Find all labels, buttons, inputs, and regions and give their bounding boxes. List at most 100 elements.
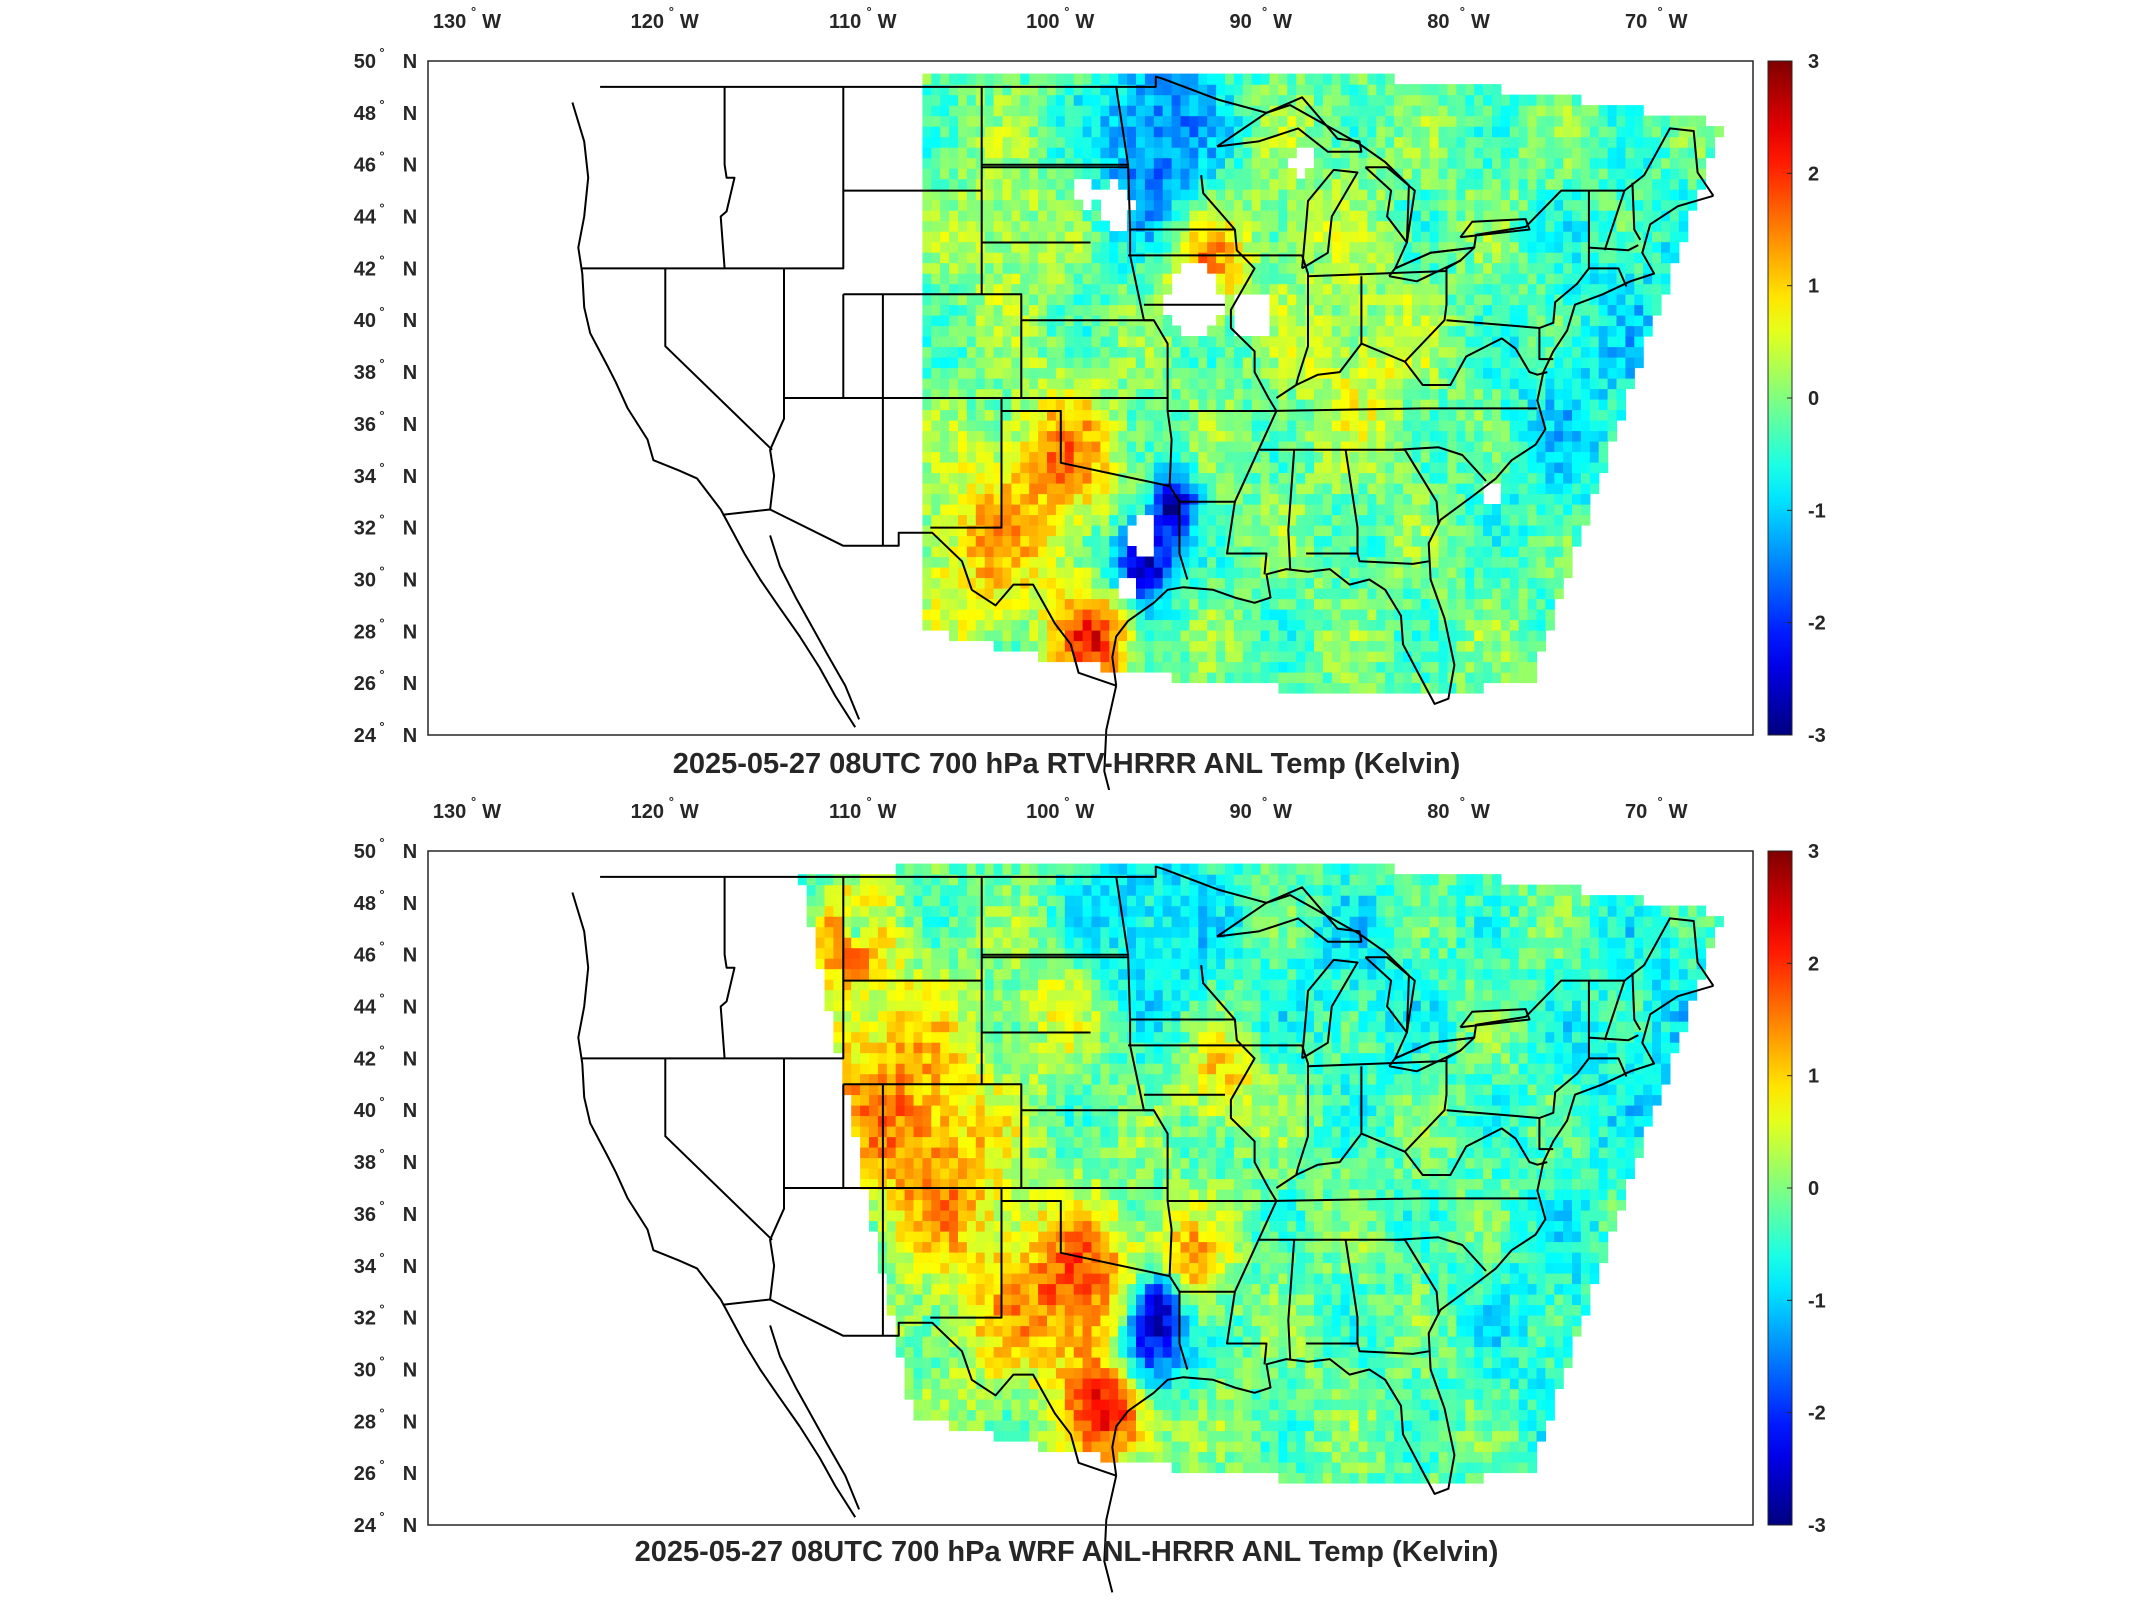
lat-tick-suffix: N	[403, 466, 417, 488]
lat-tick-suffix: N	[403, 893, 417, 915]
lat-tick-degree: °	[379, 460, 384, 475]
lon-tick-label: 80	[1427, 801, 1449, 823]
lon-tick-degree: °	[1460, 4, 1465, 19]
lat-tick-suffix: N	[403, 207, 417, 229]
colorbar-tick-label: -3	[1808, 1515, 1826, 1537]
lat-tick-label: 32	[354, 518, 376, 540]
lat-tick-suffix: N	[403, 1360, 417, 1382]
lat-tick-degree: °	[379, 408, 384, 423]
lon-tick-label: 130	[433, 11, 466, 33]
boundaries	[571, 865, 1715, 1593]
lat-tick-suffix: N	[403, 1256, 417, 1278]
lon-tick-suffix: W	[1471, 801, 1490, 823]
lon-tick-degree: °	[471, 794, 476, 809]
lon-tick-label: 100	[1026, 11, 1059, 33]
lat-tick-degree: °	[379, 887, 384, 902]
colorbar-tick-label: 1	[1808, 276, 1819, 298]
map-rtv: 130 ° W 120 ° W 110 ° W 100 ° W 90 ° W 80 ° W 70 ° W50 ° N48 ° N…	[354, 4, 1826, 790]
lon-tick-label: 120	[631, 801, 664, 823]
panel-title-wrf: 2025-05-27 08UTC 700 hPa WRF ANL-HRRR AN…	[634, 1536, 1499, 1568]
lon-tick-label: 120	[631, 11, 664, 33]
lat-tick-degree: °	[379, 252, 384, 267]
lat-tick-degree: °	[379, 304, 384, 319]
lon-tick-suffix: W	[1669, 11, 1688, 33]
lat-tick-suffix: N	[403, 1411, 417, 1433]
lat-tick-suffix: N	[403, 362, 417, 384]
panel-rtv: 130 ° W 120 ° W 110 ° W 100 ° W 90 ° W 80 ° W 70 ° W 50 ° N 48 ° N…	[0, 0, 2133, 790]
map-frame	[427, 60, 1754, 736]
lon-tick-suffix: W	[1471, 11, 1490, 33]
lat-tick-degree: °	[379, 564, 384, 579]
colorbar-tick-label: 2	[1808, 953, 1819, 975]
lat-tick-degree: °	[379, 1405, 384, 1420]
lon-tick-label: 130	[433, 801, 466, 823]
lat-tick-suffix: N	[403, 518, 417, 540]
lat-tick-degree: °	[379, 201, 384, 216]
lat-tick-suffix: N	[403, 1048, 417, 1070]
lat-tick-suffix: N	[403, 570, 417, 592]
lat-tick-suffix: N	[403, 1463, 417, 1485]
lat-tick-suffix: N	[403, 841, 417, 863]
lon-tick-suffix: W	[1669, 801, 1688, 823]
lon-tick-degree: °	[669, 794, 674, 809]
lat-tick-suffix: N	[403, 310, 417, 332]
colorbar-tick-label: -3	[1808, 725, 1826, 747]
lat-tick-degree: °	[379, 991, 384, 1006]
lon-tick-label: 110	[829, 801, 861, 823]
lon-tick-label: 80	[1427, 11, 1449, 33]
lat-tick-degree: °	[379, 149, 384, 164]
lon-tick-suffix: W	[1273, 11, 1292, 33]
colorbar-tick-label: 1	[1808, 1066, 1819, 1088]
lon-tick-degree: °	[1460, 794, 1465, 809]
lat-tick-suffix: N	[403, 103, 417, 125]
lon-tick-suffix: W	[482, 11, 501, 33]
map-frame	[427, 850, 1754, 1526]
lat-tick-degree: °	[379, 1354, 384, 1369]
lon-tick-suffix: W	[1273, 801, 1292, 823]
colorbar-tick-label: -1	[1808, 1290, 1826, 1312]
lon-tick-label: 90	[1229, 801, 1251, 823]
colorbar-tick-label: -1	[1808, 500, 1826, 522]
lat-tick-degree: °	[379, 615, 384, 630]
lon-tick-suffix: W	[680, 801, 699, 823]
lat-tick-degree: °	[379, 1457, 384, 1472]
lon-tick-degree: °	[1657, 794, 1662, 809]
lat-tick-label: 46	[354, 945, 376, 967]
lat-tick-label: 30	[354, 1360, 376, 1382]
lat-tick-degree: °	[379, 45, 384, 60]
lon-tick-suffix: W	[878, 801, 897, 823]
colorbar-tick-label: -2	[1808, 1403, 1826, 1425]
lat-tick-label: 28	[354, 1411, 376, 1433]
lat-tick-label: 26	[354, 673, 376, 695]
lon-tick-degree: °	[669, 4, 674, 19]
map-field	[797, 863, 1724, 1484]
colorbar-tick-label: -2	[1808, 613, 1826, 635]
lon-tick-degree: °	[866, 794, 871, 809]
lon-tick-suffix: W	[1075, 801, 1094, 823]
lon-tick-label: 70	[1625, 11, 1647, 33]
map-wrf: 130 ° W 120 ° W 110 ° W 100 ° W 90 ° W 80 ° W 70 ° W50 ° N48 ° N…	[354, 794, 1826, 1593]
colorbar-tick-label: 0	[1808, 388, 1819, 410]
lat-tick-degree: °	[379, 1198, 384, 1213]
lat-tick-degree: °	[379, 1042, 384, 1057]
lat-tick-label: 36	[354, 414, 376, 436]
lon-tick-label: 90	[1229, 11, 1251, 33]
lat-tick-suffix: N	[403, 997, 417, 1019]
lat-tick-label: 42	[354, 1048, 376, 1070]
lat-tick-suffix: N	[403, 673, 417, 695]
lat-tick-label: 48	[354, 103, 376, 125]
lat-tick-suffix: N	[403, 1100, 417, 1122]
lat-tick-label: 44	[354, 207, 377, 229]
lat-tick-degree: °	[379, 939, 384, 954]
lat-tick-label: 24	[354, 1515, 377, 1537]
lat-tick-degree: °	[379, 1250, 384, 1265]
lat-tick-label: 44	[354, 997, 377, 1019]
lon-tick-label: 70	[1625, 801, 1647, 823]
lon-tick-label: 100	[1026, 801, 1059, 823]
colorbar-tick-label: 0	[1808, 1178, 1819, 1200]
lon-tick-degree: °	[471, 4, 476, 19]
lat-tick-label: 34	[354, 466, 377, 488]
lon-tick-suffix: W	[482, 801, 501, 823]
lat-tick-label: 40	[354, 310, 376, 332]
lat-tick-label: 42	[354, 258, 376, 280]
